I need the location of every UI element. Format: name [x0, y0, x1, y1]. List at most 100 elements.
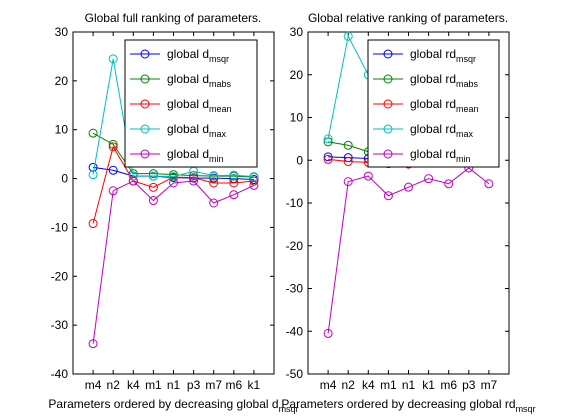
- y-tick-label: 30: [290, 25, 304, 39]
- data-point-mabs: [343, 140, 353, 150]
- data-point-msqr: [88, 162, 98, 172]
- x-tick-label: m7: [205, 378, 222, 392]
- legend-entry: global dmean: [167, 97, 232, 114]
- x-tick-label: m7: [481, 378, 498, 392]
- data-point-mean: [148, 182, 158, 192]
- x-tick-label: k4: [127, 378, 140, 392]
- data-point-max: [169, 172, 178, 182]
- x-tick-label: m1: [380, 378, 397, 392]
- data-point-min: [383, 191, 393, 201]
- legend-marker: [140, 149, 150, 159]
- chart-left: -40 -30 -20 -10 0 10 20 30 m4 n2 k4 m1 n1 p3 m7 m6 k1 Glo…: [48, 11, 298, 414]
- y-tick-label: -40: [286, 324, 304, 338]
- legend-marker: [140, 99, 150, 109]
- y-tick-label: 20: [55, 74, 69, 88]
- legend-entry: global rdmax: [410, 122, 474, 139]
- data-point-min: [249, 180, 259, 190]
- y-tick-label: 10: [55, 123, 69, 137]
- x-tick-label: n1: [167, 378, 181, 392]
- series-line-min: [327, 167, 490, 334]
- chart-title: Global relative ranking of parameters.: [308, 11, 508, 25]
- legend-entry: global dmin: [167, 147, 224, 164]
- legend-marker: [383, 149, 393, 159]
- data-point-max: [343, 31, 353, 41]
- x-tick-label: m6: [225, 378, 242, 392]
- series-line-max: [92, 58, 254, 178]
- legend-marker: [383, 124, 393, 134]
- data-point-mean: [209, 178, 219, 188]
- data-point-min: [404, 182, 413, 192]
- data-point-mean: [88, 219, 98, 229]
- chart-right: -50 -40 -30 -20 -10 0 10 20 30 m4 n2 k4 m1 n1 k1 m6 p3 m7…: [281, 11, 535, 414]
- x-tick-label: m4: [320, 378, 337, 392]
- data-point-min: [128, 176, 138, 186]
- data-point-mean: [108, 142, 118, 152]
- data-point-min: [424, 174, 434, 184]
- x-tick-label: n2: [342, 378, 356, 392]
- y-tick-label: 0: [296, 153, 303, 167]
- data-point-min: [343, 177, 353, 187]
- series-line-mabs: [92, 132, 254, 178]
- x-tick-label: n2: [107, 378, 121, 392]
- legend-entry: global rdmean: [410, 97, 479, 114]
- legend-entry: global dmsqr: [167, 47, 229, 64]
- data-point-min: [88, 339, 98, 349]
- data-point-min: [229, 190, 239, 200]
- legend-marker: [140, 49, 150, 59]
- y-tick-label: 10: [290, 111, 304, 125]
- data-point-max: [88, 170, 98, 180]
- x-axis-label: Parameters ordered by decreasing global …: [48, 397, 298, 414]
- y-tick-label: 30: [55, 25, 69, 39]
- legend-marker: [140, 124, 150, 134]
- data-point-max: [209, 171, 219, 181]
- data-point-msqr: [108, 165, 118, 175]
- data-point-mean: [323, 154, 333, 164]
- y-tick-label: -20: [51, 269, 69, 283]
- data-point-min: [363, 171, 373, 181]
- y-tick-label: -30: [286, 282, 304, 296]
- data-point-mabs: [88, 128, 98, 138]
- x-tick-label: m1: [145, 378, 162, 392]
- y-tick-label: -50: [286, 367, 304, 381]
- legend-marker: [383, 74, 393, 84]
- x-tick-label: k1: [422, 378, 435, 392]
- y-tick-label: -30: [51, 318, 69, 332]
- legend-entry: global dmabs: [167, 72, 232, 89]
- y-tick-label: -40: [51, 367, 69, 381]
- data-point-min: [323, 328, 333, 338]
- x-tick-label: p3: [187, 378, 201, 392]
- y-tick-label: -10: [51, 220, 69, 234]
- y-tick-label: -20: [286, 239, 304, 253]
- data-point-min: [444, 179, 454, 189]
- data-point-max: [323, 134, 333, 144]
- data-point-max: [229, 170, 239, 180]
- data-point-min: [484, 179, 494, 189]
- y-tick-label: -10: [286, 196, 304, 210]
- data-point-min: [148, 196, 158, 206]
- legend-entry: global rdmabs: [410, 72, 479, 89]
- x-tick-label: k4: [362, 378, 375, 392]
- series-line-min: [92, 180, 255, 344]
- data-point-mabs: [148, 169, 158, 179]
- legend-entry: global rdmin: [410, 147, 471, 164]
- data-point-min: [108, 186, 118, 196]
- data-point-max: [249, 172, 259, 182]
- x-tick-label: n1: [402, 378, 416, 392]
- x-tick-label: k1: [248, 378, 261, 392]
- legend-entry: global dmax: [167, 122, 227, 139]
- data-point-max: [128, 171, 138, 181]
- y-tick-label: 0: [61, 172, 68, 186]
- x-tick-label: m6: [440, 378, 457, 392]
- legend-entry: global rdmsqr: [410, 47, 476, 64]
- x-tick-label: p3: [462, 378, 476, 392]
- legend-marker: [140, 74, 150, 84]
- y-tick-label: 20: [290, 68, 304, 82]
- data-point-min: [169, 178, 178, 188]
- data-point-max: [108, 54, 118, 64]
- data-point-mean: [249, 176, 259, 186]
- data-point-msqr: [323, 152, 333, 162]
- legend-marker: [383, 49, 393, 59]
- data-point-mean: [343, 157, 353, 167]
- legend-marker: [383, 99, 393, 109]
